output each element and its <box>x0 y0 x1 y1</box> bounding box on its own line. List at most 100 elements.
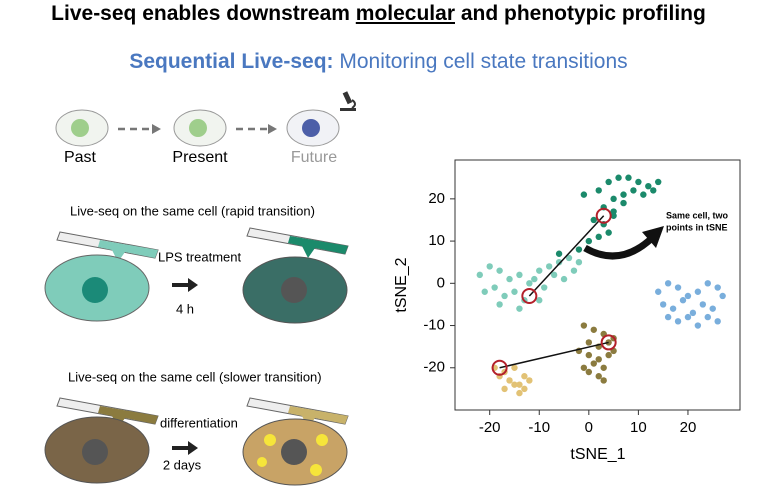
point <box>714 318 721 325</box>
timeline-label: Past <box>64 149 97 166</box>
point <box>531 275 538 283</box>
point <box>536 267 543 274</box>
point <box>486 263 493 270</box>
point <box>595 187 602 194</box>
plot-frame <box>454 159 741 411</box>
point <box>600 377 607 384</box>
point <box>635 178 642 186</box>
point <box>664 280 672 287</box>
point <box>699 301 707 308</box>
timeline-label: Present <box>172 149 228 166</box>
droplet <box>316 434 328 446</box>
point <box>704 280 711 287</box>
point <box>511 381 518 388</box>
point <box>605 229 612 236</box>
annotation: Same cell, two <box>666 210 729 220</box>
panel: Live-seq on the same cell (slower transi… <box>44 369 349 486</box>
droplet <box>310 464 322 476</box>
point <box>605 178 612 186</box>
nucleus <box>71 119 89 137</box>
point <box>511 288 518 295</box>
point <box>585 368 593 376</box>
point <box>709 305 716 312</box>
point <box>545 263 553 270</box>
point <box>585 351 593 359</box>
point <box>496 267 503 274</box>
point <box>536 297 543 304</box>
y-tick-label: -20 <box>423 359 445 376</box>
y-tick-label: 10 <box>428 232 445 249</box>
duration: 2 days <box>163 457 202 472</box>
panel: Live-seq on the same cell (rapid transit… <box>44 203 349 324</box>
pipette-fill <box>288 236 348 258</box>
point <box>580 191 588 198</box>
point <box>684 292 692 300</box>
point <box>655 178 662 186</box>
point <box>674 284 682 291</box>
duration: 4 h <box>176 301 194 316</box>
panel-heading: Live-seq on the same cell (slower transi… <box>68 369 322 384</box>
point <box>526 280 533 287</box>
curved-arrow <box>583 235 655 260</box>
point <box>625 174 632 181</box>
treatment: LPS treatment <box>158 249 241 264</box>
highlight-ring <box>600 334 617 351</box>
connector <box>499 341 609 369</box>
point <box>595 233 602 241</box>
point <box>541 284 548 291</box>
point <box>481 288 488 295</box>
point <box>620 199 627 207</box>
slide-title: Live-seq enables downstream molecular an… <box>0 2 757 26</box>
x-tick-label: 0 <box>585 419 593 436</box>
title-part: Live-seq enables downstream <box>51 2 356 25</box>
point <box>645 182 652 190</box>
arrowhead <box>152 124 161 134</box>
point <box>610 212 617 219</box>
timeline: Past Present Future <box>55 91 356 166</box>
point <box>476 271 483 279</box>
point <box>595 356 602 363</box>
point <box>719 292 726 300</box>
point <box>714 284 721 291</box>
arrowhead <box>642 226 664 248</box>
point <box>600 364 607 371</box>
x-tick-label: 20 <box>680 419 697 436</box>
highlight-ring <box>521 287 538 304</box>
point <box>555 250 563 257</box>
point <box>640 191 647 198</box>
nucleus <box>82 277 108 303</box>
point <box>516 271 523 279</box>
pipette-fill <box>98 406 158 428</box>
x-axis-label: tSNE_1 <box>570 446 625 463</box>
point <box>610 195 617 203</box>
point <box>570 267 578 274</box>
point <box>506 377 513 384</box>
point <box>704 313 711 321</box>
nucleus <box>281 277 307 303</box>
arrowhead <box>268 124 277 134</box>
microscope-icon <box>340 91 356 111</box>
point <box>575 246 583 253</box>
point <box>560 275 568 283</box>
point <box>605 351 612 359</box>
point <box>669 305 677 312</box>
point <box>555 258 563 266</box>
point <box>521 373 528 380</box>
connector <box>528 215 605 297</box>
point <box>694 322 702 329</box>
title-part: molecular <box>355 2 455 25</box>
nucleus <box>281 439 307 465</box>
arrow <box>172 278 198 292</box>
x-tick-label: -10 <box>528 419 550 436</box>
point <box>501 385 508 393</box>
point <box>491 284 498 291</box>
point <box>590 326 597 333</box>
subtitle-bold: Sequential Live-seq: <box>129 50 334 73</box>
point <box>565 254 573 262</box>
title-part: and phenotypic profiling <box>455 2 706 25</box>
treatment: differentiation <box>160 415 238 430</box>
point <box>684 313 692 321</box>
point <box>664 313 672 321</box>
